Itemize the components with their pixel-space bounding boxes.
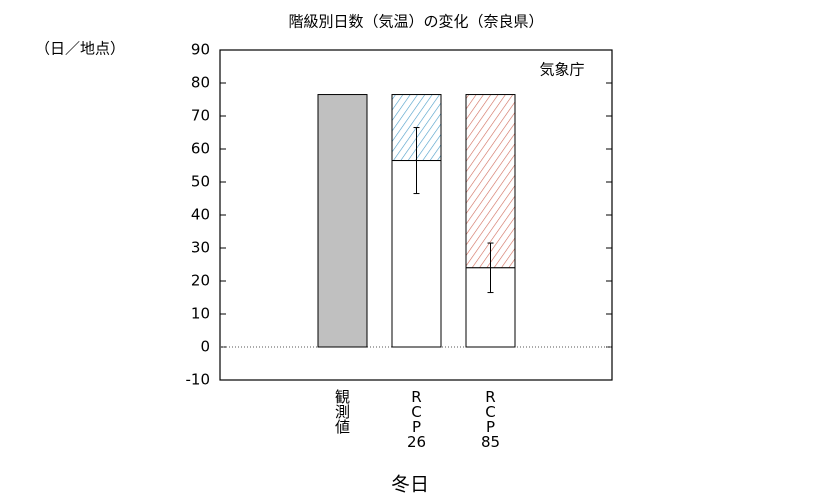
- y-tick-label: 10: [191, 305, 210, 323]
- y-tick-label: 80: [191, 74, 210, 92]
- change-bar: [465, 94, 516, 269]
- x-tick-label: R C P 26: [407, 388, 426, 451]
- annotation: 気象庁: [539, 61, 584, 79]
- bar: [317, 94, 368, 348]
- chart-title: 階級別日数（気温）の変化（奈良県）: [288, 13, 543, 31]
- x-tick-label: R C P 85: [481, 388, 500, 451]
- y-tick-label: 50: [191, 173, 210, 191]
- y-tick-label: -10: [186, 371, 211, 389]
- x-axis-label: 冬日: [391, 474, 429, 496]
- y-tick-label: 60: [191, 140, 210, 158]
- y-tick-label: 70: [191, 107, 210, 125]
- y-tick-label: 90: [191, 41, 210, 59]
- y-tick-label: 20: [191, 272, 210, 290]
- y-tick-label: 30: [191, 239, 210, 257]
- y-tick-label: 40: [191, 206, 210, 224]
- y-axis-label: （日／地点）: [35, 40, 125, 58]
- x-tick-label: 観測値: [335, 388, 350, 436]
- y-tick-label: 0: [200, 338, 210, 356]
